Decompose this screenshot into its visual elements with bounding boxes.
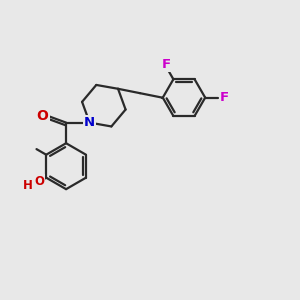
Text: F: F — [220, 91, 229, 104]
Text: O: O — [34, 175, 44, 188]
Text: H: H — [23, 178, 33, 191]
Text: O: O — [37, 109, 49, 122]
Text: N: N — [84, 116, 95, 129]
Text: N: N — [84, 116, 95, 129]
Text: F: F — [162, 58, 171, 71]
